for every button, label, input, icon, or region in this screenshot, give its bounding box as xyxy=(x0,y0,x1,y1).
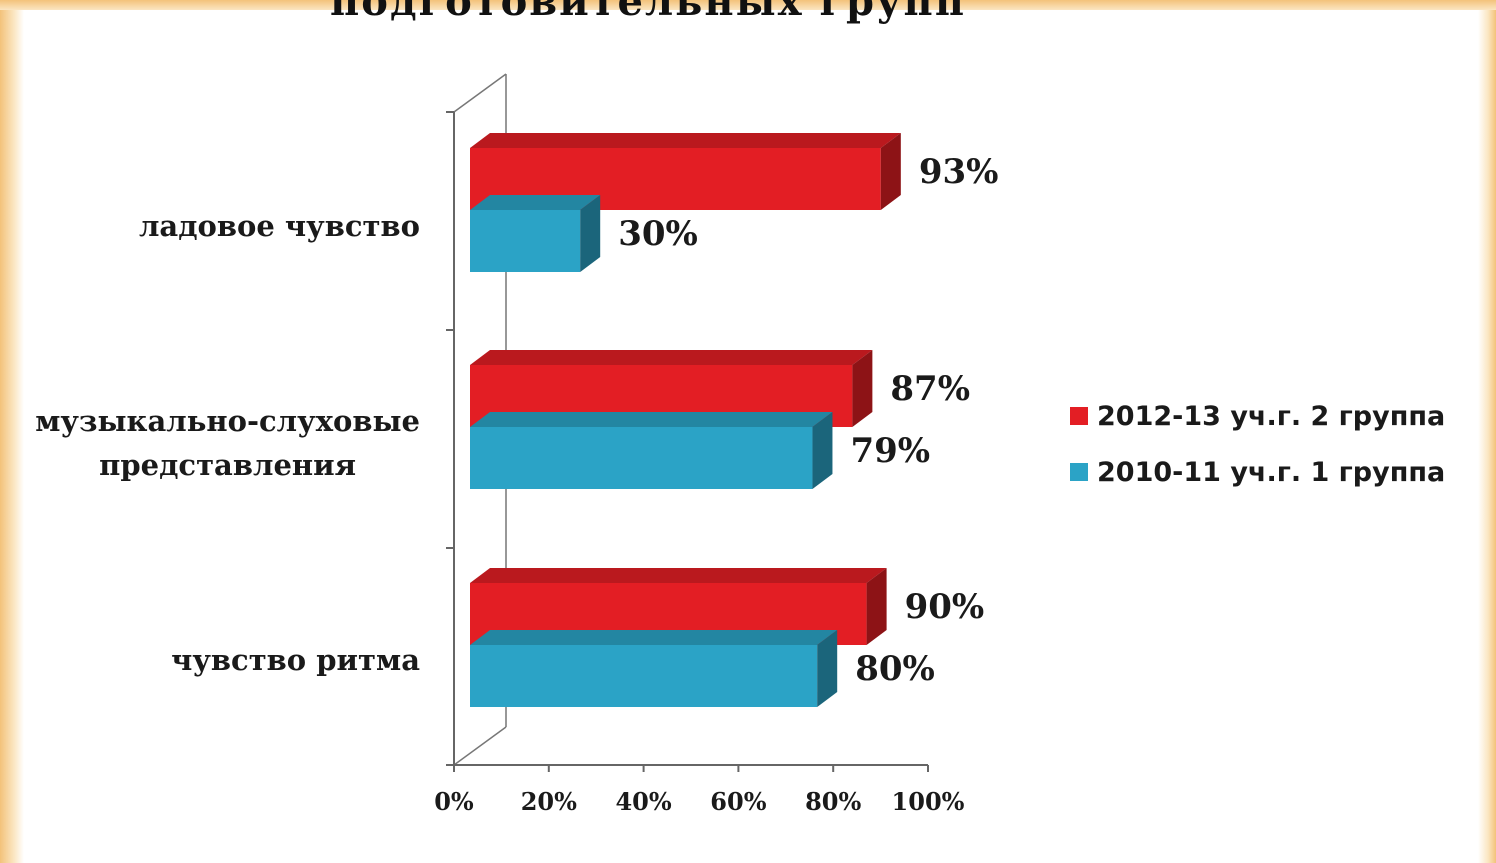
legend-swatch-series-1 xyxy=(1070,407,1088,425)
x-tick-label-5: 100% xyxy=(892,787,965,816)
category-label-line: музыкально-слуховые xyxy=(35,404,420,438)
category-label-1: ладовое чувство xyxy=(139,204,420,248)
bar-series-2-3 xyxy=(470,645,818,707)
slide-top-border xyxy=(0,0,1496,10)
slide-title: подготовительных групп xyxy=(330,0,967,25)
x-tick-label-4: 80% xyxy=(805,787,861,816)
x-tick-label-2: 40% xyxy=(615,787,671,816)
legend-item-series-2: 2010-11 уч.г. 1 группа xyxy=(1070,444,1445,500)
bar-series-2-1 xyxy=(470,210,581,272)
legend-label-series-1: 2012-13 уч.г. 2 группа xyxy=(1097,400,1446,432)
bar-side-face-2-1 xyxy=(580,195,601,272)
bar-side-face-2-3 xyxy=(817,630,838,707)
wall-top-edge xyxy=(453,73,507,113)
category-label-3: чувство ритма xyxy=(171,638,420,682)
category-label-line: представления xyxy=(99,448,357,482)
data-label-1-3: 90% xyxy=(905,587,985,627)
bar-side-face-1-1 xyxy=(880,133,901,210)
bar-top-face-1-3 xyxy=(470,568,887,583)
legend-item-series-1: 2012-13 уч.г. 2 группа xyxy=(1070,388,1445,444)
x-tick-label-3: 60% xyxy=(710,787,766,816)
category-label-line: ладовое чувство xyxy=(138,209,420,243)
bar-top-face-1-2 xyxy=(470,350,873,365)
bar-side-face-2-2 xyxy=(812,412,833,489)
data-label-1-1: 93% xyxy=(919,152,999,192)
data-label-2-2: 79% xyxy=(850,431,930,471)
bar-series-2-2 xyxy=(470,427,813,489)
data-label-1-2: 87% xyxy=(890,369,970,409)
bar-side-face-1-3 xyxy=(866,568,887,645)
data-label-2-1: 30% xyxy=(618,214,698,254)
legend-swatch-series-2 xyxy=(1070,463,1088,481)
data-label-2-3: 80% xyxy=(855,649,935,689)
x-tick-label-0: 0% xyxy=(434,787,474,816)
category-label-line: чувство ритма xyxy=(171,643,420,677)
bar-top-face-2-2 xyxy=(470,412,833,427)
bar-top-face-1-1 xyxy=(470,133,901,148)
wall-bottom-edge xyxy=(453,726,507,766)
category-label-2: музыкально-слуховые представления xyxy=(35,399,420,487)
chart-legend: 2012-13 уч.г. 2 группа 2010-11 уч.г. 1 г… xyxy=(1070,388,1445,500)
x-tick-label-1: 20% xyxy=(521,787,577,816)
legend-label-series-2: 2010-11 уч.г. 1 группа xyxy=(1097,456,1446,488)
bar-top-face-2-3 xyxy=(470,630,838,645)
bar-side-face-1-2 xyxy=(852,350,873,427)
bar-top-face-2-1 xyxy=(470,195,601,210)
